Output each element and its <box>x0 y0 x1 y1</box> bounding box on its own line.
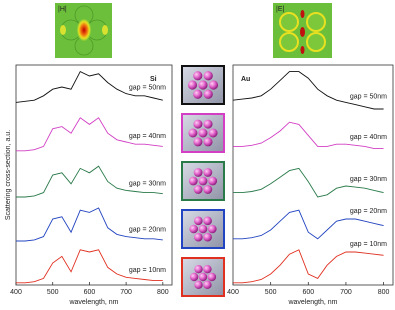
particle <box>189 224 198 234</box>
series-line <box>16 165 163 198</box>
particle <box>203 264 212 274</box>
series-line <box>15 71 163 103</box>
field-map-h: |H| <box>55 3 112 58</box>
particle <box>203 280 212 290</box>
particle <box>193 168 203 177</box>
x-tick-label: 600 <box>84 289 96 296</box>
series-label: gap = 10nm <box>129 267 166 274</box>
field-map-e: |E| <box>273 3 332 58</box>
x-axis-label: wavelength, nm <box>68 299 118 306</box>
x-tick-label: 800 <box>157 289 169 296</box>
series-label: gap = 40nm <box>350 134 387 141</box>
particle <box>188 176 198 186</box>
plot-frame <box>15 64 173 286</box>
particle <box>194 280 203 290</box>
series-label: gap = 40nm <box>129 133 166 140</box>
x-tick-label: 600 <box>302 289 314 296</box>
particle <box>198 80 208 90</box>
series-line <box>232 71 384 110</box>
x-tick-label: 500 <box>265 289 277 296</box>
structure-icon <box>181 65 225 105</box>
y-axis-label: Scattering cross-section, a.u. <box>5 130 12 220</box>
x-tick-label: 700 <box>120 289 132 296</box>
x-tick-label: 700 <box>340 289 352 296</box>
series-line <box>233 167 384 198</box>
particle <box>187 80 198 90</box>
x-tick-label: 400 <box>10 289 22 296</box>
particle <box>193 185 203 194</box>
panel-title: Si <box>150 76 157 83</box>
particle <box>198 272 208 282</box>
series-label: gap = 10nm <box>350 241 387 248</box>
series-label: gap = 30nm <box>129 180 166 187</box>
x-tick-label: 800 <box>378 289 390 296</box>
series-label: gap = 20nm <box>129 227 166 234</box>
particle <box>198 224 208 234</box>
particle <box>189 272 199 282</box>
series-line <box>16 249 163 284</box>
particle <box>194 216 203 226</box>
x-tick-label: 400 <box>227 289 239 296</box>
particle <box>207 272 217 282</box>
particle <box>203 168 213 177</box>
particle <box>208 176 218 186</box>
series-label: gap = 50nm <box>350 93 387 100</box>
particle <box>194 264 203 274</box>
field-map-label: |H| <box>58 6 67 13</box>
particle <box>203 185 213 194</box>
structure-icon <box>181 113 225 153</box>
series-line <box>233 249 384 284</box>
series-line <box>233 209 384 240</box>
field-map-label: |E| <box>276 6 284 13</box>
particle <box>203 71 213 81</box>
particle <box>203 89 213 99</box>
structure-icon <box>181 257 225 297</box>
structure-icon <box>181 209 225 249</box>
particle <box>208 224 217 234</box>
particle <box>203 216 212 226</box>
particle <box>194 232 203 242</box>
particle <box>193 119 203 129</box>
particle <box>203 137 213 147</box>
particle <box>193 137 203 147</box>
particle <box>203 119 213 129</box>
particle <box>188 128 198 138</box>
particle <box>193 89 203 99</box>
series-label: gap = 30nm <box>350 176 387 183</box>
particle <box>198 176 208 186</box>
structure-icon <box>181 161 225 201</box>
x-axis-label: wavelength, nm <box>287 299 337 306</box>
panel-title: Au <box>241 76 250 83</box>
particle <box>203 232 212 242</box>
series-line <box>233 121 384 150</box>
particle <box>198 128 208 138</box>
series-label: gap = 50nm <box>129 85 166 92</box>
particle <box>193 71 203 81</box>
particle <box>208 128 218 138</box>
series-line <box>16 117 163 152</box>
series-line <box>16 207 163 242</box>
series-label: gap = 20nm <box>350 208 387 215</box>
plot-frame <box>232 64 394 286</box>
particle <box>208 80 219 90</box>
x-tick-label: 500 <box>47 289 59 296</box>
